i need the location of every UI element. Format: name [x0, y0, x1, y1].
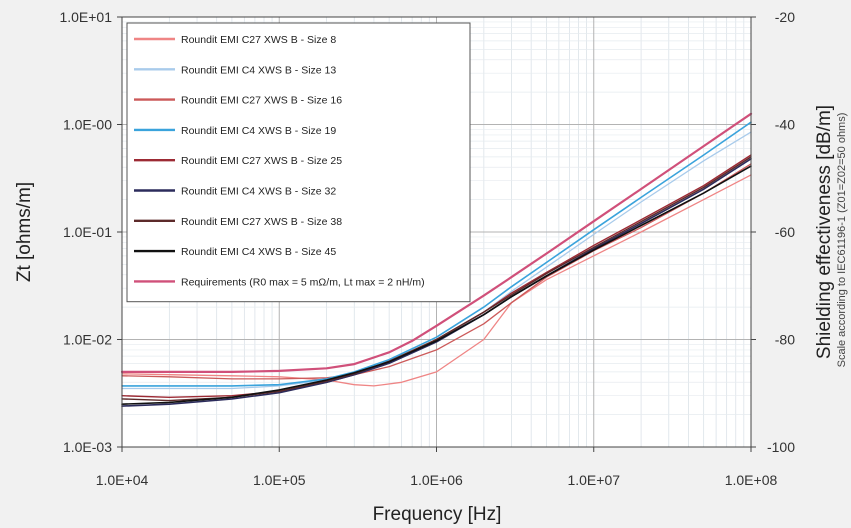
- ticks: 1.0E+04 1.0E+05 1.0E+06 1.0E+07 1.0E+08 1.0E-…: [59, 9, 795, 488]
- x-tick-label: 1.0E+04: [96, 472, 149, 488]
- legend-box: [126, 22, 471, 303]
- y-tick-label: 1.0E-00: [63, 117, 112, 133]
- legend-label: Roundit EMI C27 XWS B - Size 38: [181, 216, 342, 228]
- y-tick-label: 1.0E-03: [63, 439, 112, 455]
- y2-tick-label: -40: [775, 117, 795, 133]
- x-tick-label: 1.0E+06: [410, 472, 463, 488]
- x-tick-label: 1.0E+07: [567, 472, 620, 488]
- y2-tick-label: -20: [775, 9, 795, 25]
- legend-label: Roundit EMI C4 XWS B - Size 45: [181, 246, 336, 258]
- series-layer: [120, 112, 753, 407]
- y2-axis-sublabel: Scale according to IEC61196-1 (Z01=Z02=5…: [836, 113, 848, 368]
- y2-axis-label: Shielding effectiveness [dB/m]: [814, 105, 835, 359]
- series-line-4: [121, 121, 752, 387]
- legend-label: Roundit EMI C4 XWS B - Size 19: [181, 125, 336, 137]
- series-line-6: [121, 158, 752, 407]
- legend-label: Roundit EMI C27 XWS B - Size 16: [181, 95, 342, 107]
- legend-label: Roundit EMI C4 XWS B - Size 32: [181, 186, 336, 198]
- series-line-1: [121, 174, 752, 387]
- x-axis-label: Frequency [Hz]: [373, 504, 502, 525]
- series-line-9: [120, 112, 753, 373]
- legend-label: Roundit EMI C27 XWS B - Size 25: [181, 155, 342, 167]
- x-tick-label: 1.0E+08: [725, 472, 778, 488]
- legend-label: Roundit EMI C4 XWS B - Size 13: [181, 64, 336, 76]
- y-tick-label: 1.0E+01: [59, 9, 112, 25]
- x-tick-label: 1.0E+05: [253, 472, 306, 488]
- y-axis-label: Zt [ohms/m]: [14, 182, 35, 282]
- legend-label: Requirements (R0 max = 5 mΩ/m, Lt max = …: [181, 276, 425, 288]
- legend-label: Roundit EMI C27 XWS B - Size 8: [181, 34, 336, 46]
- y2-tick-label: -100: [767, 439, 795, 455]
- series-line-8: [121, 165, 752, 406]
- legend: Roundit EMI C27 XWS B - Size 8 Roundit EM…: [126, 22, 471, 303]
- y-tick-label: 1.0E-01: [63, 224, 112, 240]
- y2-tick-label: -80: [775, 332, 795, 348]
- y-tick-label: 1.0E-02: [63, 332, 112, 348]
- series-line-3: [121, 163, 752, 380]
- y2-tick-label: -60: [775, 224, 795, 240]
